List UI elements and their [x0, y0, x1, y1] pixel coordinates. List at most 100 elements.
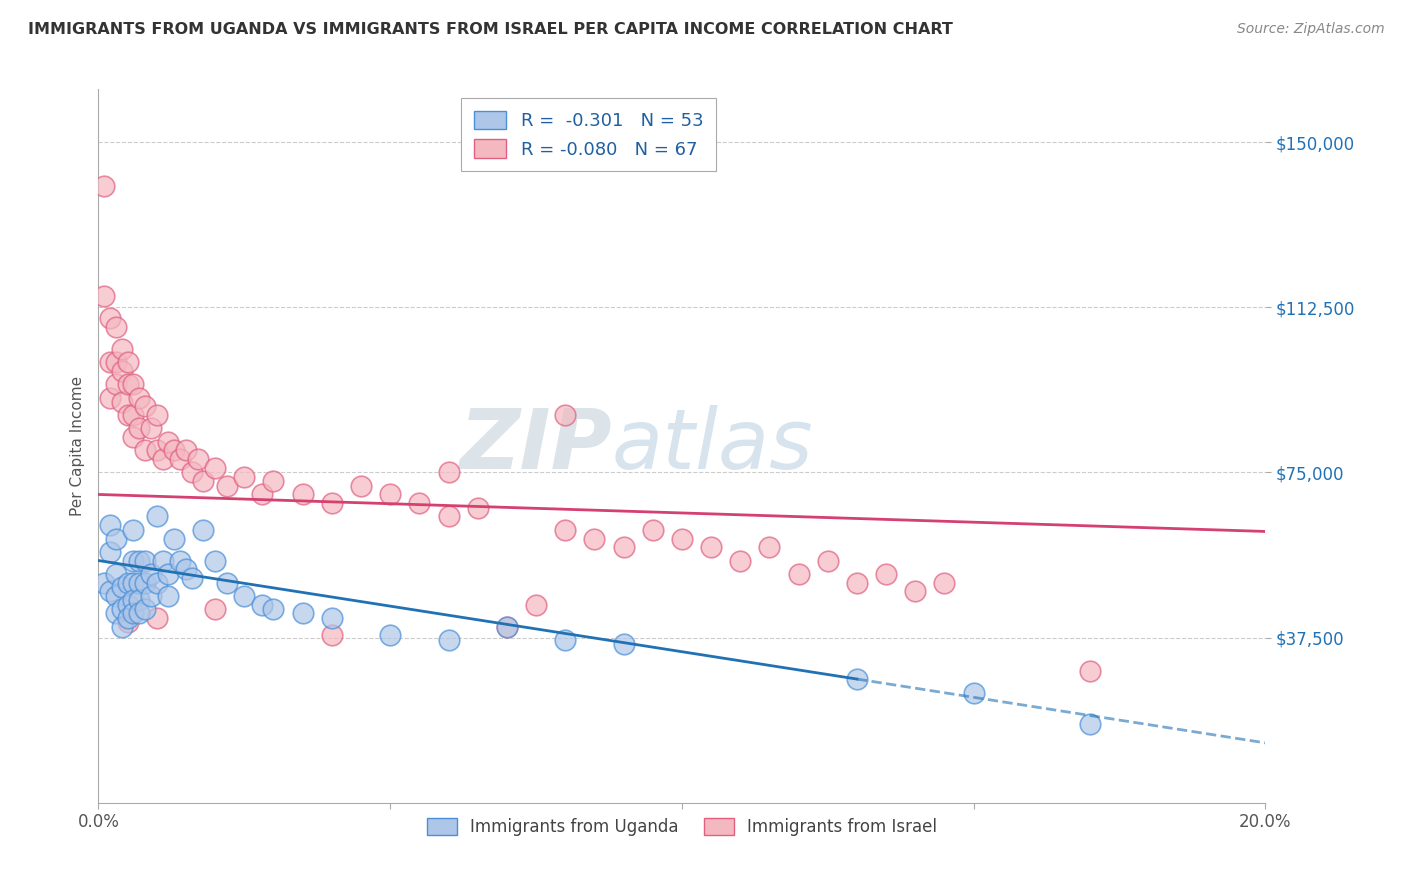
Point	[122, 408, 145, 422]
Text: ZIP: ZIP	[460, 406, 612, 486]
Point	[583, 532, 606, 546]
Point	[169, 452, 191, 467]
Point	[111, 395, 134, 409]
Point	[612, 637, 634, 651]
Point	[122, 430, 145, 444]
Point	[117, 377, 139, 392]
Point	[1080, 716, 1102, 731]
Point	[111, 342, 134, 356]
Point	[117, 611, 139, 625]
Point	[134, 443, 156, 458]
Point	[146, 408, 169, 422]
Point	[122, 553, 145, 567]
Point	[98, 518, 121, 533]
Point	[408, 496, 430, 510]
Point	[612, 541, 634, 555]
Point	[104, 532, 127, 546]
Point	[233, 470, 256, 484]
Point	[98, 355, 121, 369]
Point	[174, 443, 197, 458]
Point	[174, 562, 197, 576]
Point	[875, 566, 897, 581]
Point	[117, 615, 139, 630]
Point	[163, 443, 186, 458]
Point	[496, 619, 519, 633]
Point	[146, 509, 169, 524]
Point	[496, 619, 519, 633]
Point	[134, 400, 156, 414]
Point	[104, 566, 127, 581]
Point	[128, 391, 150, 405]
Point	[215, 575, 238, 590]
Point	[380, 487, 402, 501]
Point	[128, 607, 150, 621]
Point	[554, 523, 576, 537]
Point	[93, 575, 115, 590]
Point	[122, 523, 145, 537]
Point	[262, 602, 284, 616]
Point	[934, 575, 956, 590]
Point	[93, 179, 115, 194]
Point	[104, 607, 127, 621]
Point	[180, 466, 202, 480]
Point	[117, 408, 139, 422]
Text: atlas: atlas	[612, 406, 814, 486]
Point	[157, 434, 180, 449]
Point	[128, 575, 150, 590]
Point	[146, 443, 169, 458]
Point	[134, 575, 156, 590]
Point	[169, 553, 191, 567]
Point	[134, 602, 156, 616]
Point	[554, 632, 576, 647]
Point	[437, 632, 460, 647]
Point	[846, 575, 869, 590]
Point	[204, 602, 226, 616]
Point	[111, 364, 134, 378]
Point	[350, 478, 373, 492]
Point	[104, 320, 127, 334]
Point	[730, 553, 752, 567]
Point	[152, 452, 174, 467]
Point	[524, 598, 547, 612]
Point	[321, 628, 343, 642]
Point	[146, 575, 169, 590]
Point	[758, 541, 780, 555]
Point	[233, 589, 256, 603]
Point	[98, 311, 121, 326]
Point	[157, 566, 180, 581]
Point	[437, 509, 460, 524]
Point	[122, 593, 145, 607]
Point	[139, 566, 162, 581]
Point	[122, 607, 145, 621]
Point	[380, 628, 402, 642]
Point	[193, 475, 215, 489]
Point	[104, 355, 127, 369]
Point	[1080, 664, 1102, 678]
Point	[163, 532, 186, 546]
Point	[193, 523, 215, 537]
Point	[122, 575, 145, 590]
Point	[215, 478, 238, 492]
Point	[98, 391, 121, 405]
Point	[250, 598, 273, 612]
Point	[787, 566, 810, 581]
Point	[128, 553, 150, 567]
Point	[146, 611, 169, 625]
Point	[93, 289, 115, 303]
Point	[122, 377, 145, 392]
Point	[104, 377, 127, 392]
Point	[817, 553, 839, 567]
Point	[962, 686, 984, 700]
Point	[204, 553, 226, 567]
Point	[437, 466, 460, 480]
Point	[111, 580, 134, 594]
Point	[904, 584, 927, 599]
Point	[554, 408, 576, 422]
Point	[111, 619, 134, 633]
Point	[111, 602, 134, 616]
Legend: Immigrants from Uganda, Immigrants from Israel: Immigrants from Uganda, Immigrants from …	[419, 810, 945, 845]
Point	[671, 532, 693, 546]
Point	[180, 571, 202, 585]
Point	[204, 461, 226, 475]
Point	[117, 355, 139, 369]
